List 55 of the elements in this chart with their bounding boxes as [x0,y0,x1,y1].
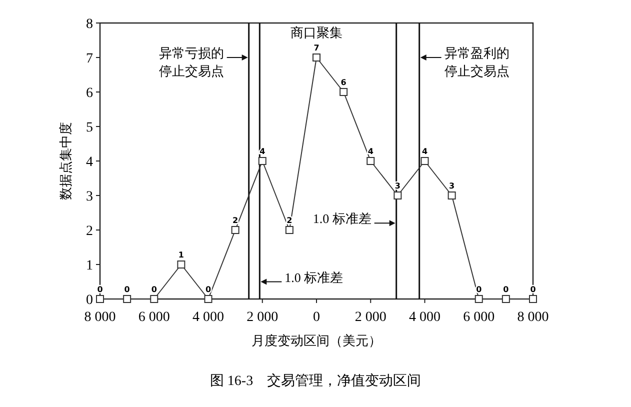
point [340,88,348,96]
point [394,192,402,200]
y-tick-label: 6 [86,86,93,101]
point [474,295,483,303]
point [204,295,212,303]
point [96,295,104,303]
x-tick-label: 6 000 [463,310,495,325]
point [285,226,294,234]
data-label: 7 [314,44,320,52]
point [258,157,266,165]
x-tick-label: 4 000 [192,310,224,325]
annotation: 商口聚集 [290,25,342,40]
data-label: 0 [205,285,212,294]
y-tick-label: 3 [86,189,93,204]
point [312,54,320,62]
ref-line-label: 异常盈利的停止交易点 [444,46,510,79]
point [177,260,186,268]
point [420,157,429,165]
y-tick-label: 2 [86,224,93,239]
x-tick-label: 8 000 [84,310,116,325]
y-tick-label: 0 [86,292,93,308]
caption: 图 16-3 交易管理，净值变动区间 [210,373,422,389]
ref-line-label: 1.0 标准差 [312,211,372,226]
x-tick-label: 4 000 [409,310,440,325]
data-label: 0 [151,285,158,294]
y-tick-label: 8 [86,16,93,32]
data-label: 4 [422,147,428,156]
x-tick-label: 8 000 [517,310,549,325]
data-label: 4 [368,147,374,156]
point [529,295,537,303]
point [123,295,132,303]
data-label: 6 [340,78,347,87]
point [231,226,240,234]
data-label: 3 [449,182,455,190]
y-tick-label: 5 [86,120,93,136]
x-tick-label: 2 000 [354,310,386,325]
data-label: 0 [124,285,130,294]
data-label: 1 [178,250,184,260]
y-tick-label: 7 [86,51,93,66]
point [366,157,375,165]
y-axis-title: 数据点集中度 [58,122,73,200]
data-label: 0 [503,285,510,294]
x-tick-label: 0 [313,310,320,325]
data-label: 0 [476,285,482,294]
point [448,192,456,200]
point [502,295,510,303]
x-tick-label: 6 000 [138,310,170,325]
point [150,295,158,303]
y-tick-label: 1 [86,258,93,274]
ref-line-label: 异常亏损的停止交易点 [158,46,224,79]
y-tick-label: 4 [86,154,93,170]
x-axis-title: 月度变动区间（美元） [252,333,382,348]
data-label: 2 [232,216,238,225]
ref-line-label: 1.0 标准差 [284,270,344,285]
x-tick-label: 2 000 [246,310,278,325]
